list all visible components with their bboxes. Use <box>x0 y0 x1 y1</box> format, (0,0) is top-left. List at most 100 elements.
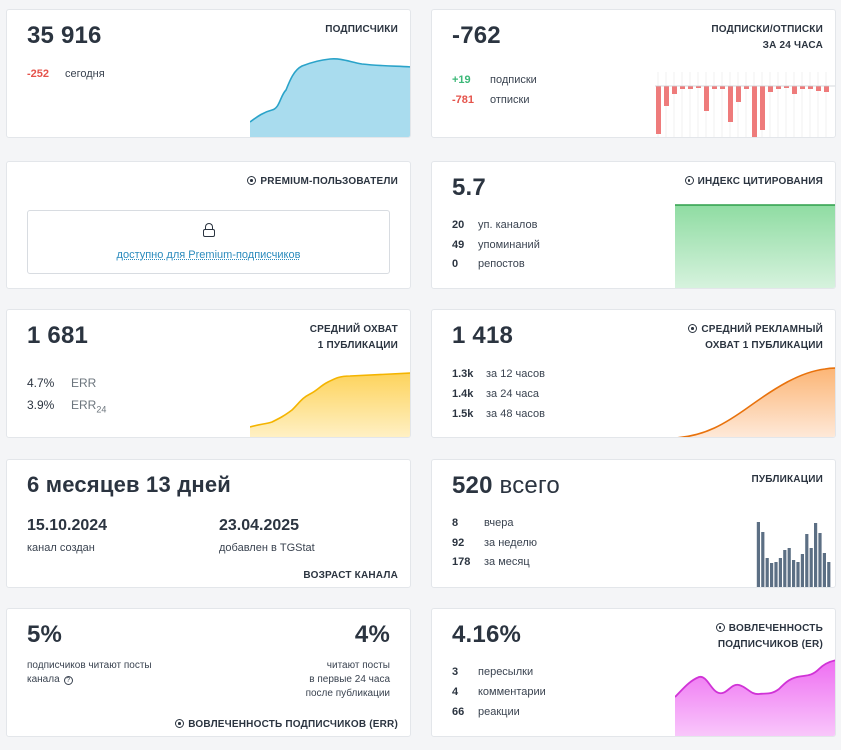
publications-total: 520 всего <box>452 472 560 500</box>
publications-chart[interactable] <box>682 516 834 588</box>
ad-reach-label: за 12 часов <box>486 368 545 380</box>
er-row-reactions: 66 реакции <box>452 706 520 718</box>
created-label: канал создан <box>27 542 95 554</box>
unsubs-row: -781 отписки <box>452 94 529 106</box>
subscribers-chart[interactable] <box>250 50 411 138</box>
unsubs-bar <box>680 86 685 89</box>
publications-label: вчера <box>484 517 514 529</box>
er-chart-area <box>675 660 835 736</box>
er-num: 66 <box>452 706 465 718</box>
reach-chart-line <box>250 372 410 428</box>
subscribers-title: ПОДПИСЧИКИ <box>325 24 398 35</box>
err24-label: ERR <box>71 398 97 412</box>
reach-chart[interactable] <box>250 350 411 438</box>
publications-bar <box>770 563 774 587</box>
publications-title: ПУБЛИКАЦИИ <box>751 474 823 485</box>
err-right-value: 4% <box>354 621 390 648</box>
subs-unsubs-net: -762 <box>452 22 501 49</box>
unsubs-bar <box>824 86 829 92</box>
reach-title-line1: СРЕДНИЙ ОХВАТ <box>309 324 398 335</box>
citation-num: 0 <box>452 258 459 270</box>
ad-reach-card[interactable]: 1 418 СРЕДНИЙ РЕКЛАМНЫЙ ОХВАТ 1 ПУБЛИКАЦ… <box>431 309 836 438</box>
unsubs-bar <box>808 86 813 89</box>
ad-reach-label: за 24 часа <box>486 388 539 400</box>
ad-reach-num: 1.4k <box>452 388 474 400</box>
unsubs-bar <box>688 86 693 89</box>
err-label: ERR <box>71 376 97 390</box>
premium-title: PREMIUM-ПОЛЬЗОВАТЕЛИ <box>247 174 398 190</box>
premium-link[interactable]: доступно для Premium-подписчиков <box>116 249 301 261</box>
info-icon <box>684 176 694 185</box>
reach-card[interactable]: 1 681 СРЕДНИЙ ОХВАТ 1 ПУБЛИКАЦИИ 4.7% ERR… <box>6 309 411 438</box>
unsubs-bar <box>792 86 797 94</box>
publications-label: за месяц <box>484 556 530 568</box>
er-title: ВОВЛЕЧЕННОСТЬ ПОДПИСЧИКОВ (ER) <box>715 621 823 653</box>
citation-label: репостов <box>478 258 525 270</box>
er-value: 4.16% <box>452 621 522 648</box>
ad-reach-title-line1: СРЕДНИЙ РЕКЛАМНЫЙ <box>701 324 823 335</box>
subs-unsubs-card[interactable]: -762 ПОДПИСКИ/ОТПИСКИ ЗА 24 ЧАСА +19 подп… <box>431 9 836 138</box>
subs-unsubs-chart[interactable] <box>655 72 835 138</box>
subs-unsubs-title: ПОДПИСКИ/ОТПИСКИ ЗА 24 ЧАСА <box>711 22 823 54</box>
help-icon[interactable]: ? <box>63 676 73 685</box>
er-label: комментарии <box>478 686 546 698</box>
er-title-line1: ВОВЛЕЧЕННОСТЬ <box>728 623 823 634</box>
unsubs-bar <box>744 86 749 89</box>
err-left-text-line2: канала <box>27 674 60 685</box>
er-card[interactable]: 4.16% ВОВЛЕЧЕННОСТЬ ПОДПИСЧИКОВ (ER) 3 пе… <box>431 608 836 737</box>
unsubs-bar <box>816 86 821 91</box>
publications-num: 178 <box>452 556 471 568</box>
created-date: 15.10.2024 <box>27 517 108 534</box>
unsubs-label: отписки <box>490 94 530 106</box>
er-title-line2: ПОДПИСЧИКОВ (ER) <box>717 639 823 650</box>
er-row-forwards: 3 пересылки <box>452 666 533 678</box>
publications-bar <box>783 550 787 587</box>
err-right-text: читают посты в первые 24 часа после публ… <box>306 659 390 701</box>
err-right-text-line1: читают посты <box>326 660 390 671</box>
er-label: реакции <box>478 706 520 718</box>
reach-value: 1 681 <box>27 322 89 349</box>
reach-title: СРЕДНИЙ ОХВАТ 1 ПУБЛИКАЦИИ <box>310 322 398 354</box>
citation-label: уп. каналов <box>478 219 538 231</box>
unsubs-bar <box>768 86 773 92</box>
citation-num: 20 <box>452 219 465 231</box>
ad-reach-label: за 48 часов <box>486 408 545 420</box>
ad-reach-title-line2: ОХВАТ 1 ПУБЛИКАЦИИ <box>705 340 823 351</box>
subscribers-today-delta: -252 <box>27 68 50 80</box>
publications-card[interactable]: 520 всего ПУБЛИКАЦИИ 8 вчера 92 за неделю … <box>431 459 836 588</box>
ad-reach-num: 1.3k <box>452 368 474 380</box>
unsubs-bar <box>776 86 781 89</box>
err-left-text-line1: подписчиков читают посты <box>27 660 152 671</box>
er-row-comments: 4 комментарии <box>452 686 546 698</box>
publications-total-num: 520 <box>452 472 493 499</box>
unsubs-bar <box>784 86 789 88</box>
subs-count: +19 <box>452 74 471 86</box>
unsubs-bar <box>752 86 757 137</box>
citation-index-value: 5.7 <box>452 174 486 201</box>
citation-row-mentions: 49 упоминаний <box>452 239 540 251</box>
citation-row-reposts: 0 репостов <box>452 258 525 270</box>
publications-bar <box>778 558 782 587</box>
subscribers-card[interactable]: 35 916 ПОДПИСЧИКИ -252 сегодня <box>6 9 411 138</box>
err24-sub: 24 <box>96 404 107 415</box>
channel-age-card: 6 месяцев 13 дней 15.10.2024 канал созда… <box>6 459 411 588</box>
er-chart-line <box>675 659 835 698</box>
er-chart[interactable] <box>675 655 836 737</box>
publications-bar <box>756 522 760 587</box>
unsubs-bar <box>712 86 717 89</box>
unsubs-bar <box>704 86 709 111</box>
ad-reach-chart[interactable] <box>675 366 836 438</box>
err24-value: 3.9% <box>27 398 55 412</box>
publications-bar <box>774 562 778 587</box>
info-icon <box>175 719 185 728</box>
unsubs-count: -781 <box>452 94 475 106</box>
publications-row-yesterday: 8 вчера <box>452 517 513 529</box>
unsubs-bar <box>664 86 669 106</box>
publications-bar <box>827 562 831 587</box>
publications-row-month: 178 за месяц <box>452 556 530 568</box>
citation-card[interactable]: 5.7 ИНДЕКС ЦИТИРОВАНИЯ 20 уп. каналов 49 у… <box>431 161 836 289</box>
subscribers-count: 35 916 <box>27 22 102 49</box>
subscribers-today-label: сегодня <box>65 68 105 80</box>
unsubs-bar <box>736 86 741 102</box>
citation-chart[interactable] <box>675 202 836 289</box>
